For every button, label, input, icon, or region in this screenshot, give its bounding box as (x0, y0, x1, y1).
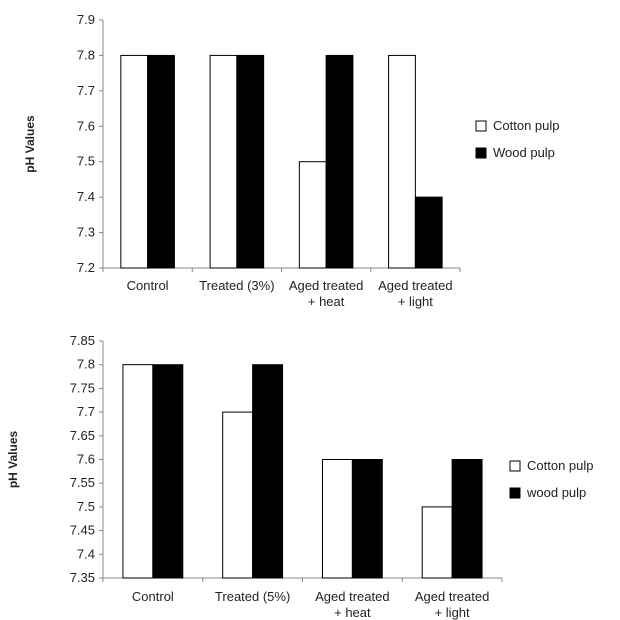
bar-wood (236, 54, 265, 269)
y-tick-label: 7.5 (77, 499, 95, 514)
bar-cotton (421, 506, 453, 579)
y-tick-label: 7.85 (70, 333, 95, 348)
y-tick-label: 7.6 (77, 452, 95, 467)
y-tick-label: 7.7 (77, 404, 95, 419)
y-tick-label: 7.5 (77, 154, 95, 169)
x-category-label: Aged treated (315, 589, 389, 604)
x-category-label: Control (127, 278, 169, 293)
y-axis-title: pH Values (6, 430, 20, 488)
y-tick-label: 7.65 (70, 428, 95, 443)
bar-wood (325, 54, 354, 269)
legend-swatch (509, 487, 521, 499)
y-tick-label: 7.8 (77, 47, 95, 62)
x-category-label: Control (132, 589, 174, 604)
bar-wood (147, 54, 175, 269)
y-tick-label: 7.9 (77, 12, 95, 27)
legend-label: Cotton pulp (493, 118, 560, 133)
y-tick-label: 7.45 (70, 523, 95, 538)
x-category-label: Aged treated (415, 589, 489, 604)
bar-cotton (120, 54, 149, 269)
y-tick-label: 7.4 (77, 546, 95, 561)
bar-cotton (122, 364, 154, 579)
bar-wood (351, 459, 383, 579)
y-tick-label: 7.4 (77, 189, 95, 204)
legend-swatch (475, 147, 487, 159)
y-tick-label: 7.3 (77, 225, 95, 240)
y-axis-title: pH Values (23, 115, 37, 173)
y-tick-label: 7.2 (77, 260, 95, 275)
legend-swatch (475, 120, 487, 132)
bar-cotton (388, 54, 416, 269)
chart-top: 7.2 7.3 7.4 7.5 7.6 7.7 7.8 7.9 pH Values Control… (23, 12, 560, 309)
y-tick-label: 7.75 (70, 380, 95, 395)
legend-label: Cotton pulp (527, 458, 594, 473)
chart-bottom: 7.35 7.4 7.45 7.5 7.55 7.6 7.65 7.7 7.75 7.8 7.85 p… (6, 333, 594, 620)
legend-label: Wood pulp (493, 145, 555, 160)
x-category-label: Aged treated (378, 278, 452, 293)
bar-wood (451, 459, 483, 579)
legend-swatch (509, 460, 521, 472)
x-category-label: Aged treated (289, 278, 363, 293)
bar-wood (414, 196, 443, 269)
y-tick-label: 7.6 (77, 118, 95, 133)
y-tick-label: 7.7 (77, 83, 95, 98)
bar-cotton (222, 411, 254, 579)
x-category-label: Treated (5%) (215, 589, 290, 604)
bar-wood (252, 364, 284, 579)
bar-cotton (298, 161, 327, 269)
legend-label: wood pulp (526, 485, 586, 500)
x-category-label: + light (398, 294, 433, 309)
y-tick-label: 7.35 (70, 570, 95, 585)
x-category-label: + light (435, 605, 470, 620)
y-tick-label: 7.8 (77, 357, 95, 372)
y-tick-label: 7.55 (70, 475, 95, 490)
bar-cotton (321, 459, 353, 579)
x-category-label: Treated (3%) (199, 278, 274, 293)
x-category-label: + heat (334, 605, 371, 620)
bar-cotton (209, 54, 238, 269)
x-category-label: + heat (308, 294, 345, 309)
bar-wood (152, 364, 184, 579)
